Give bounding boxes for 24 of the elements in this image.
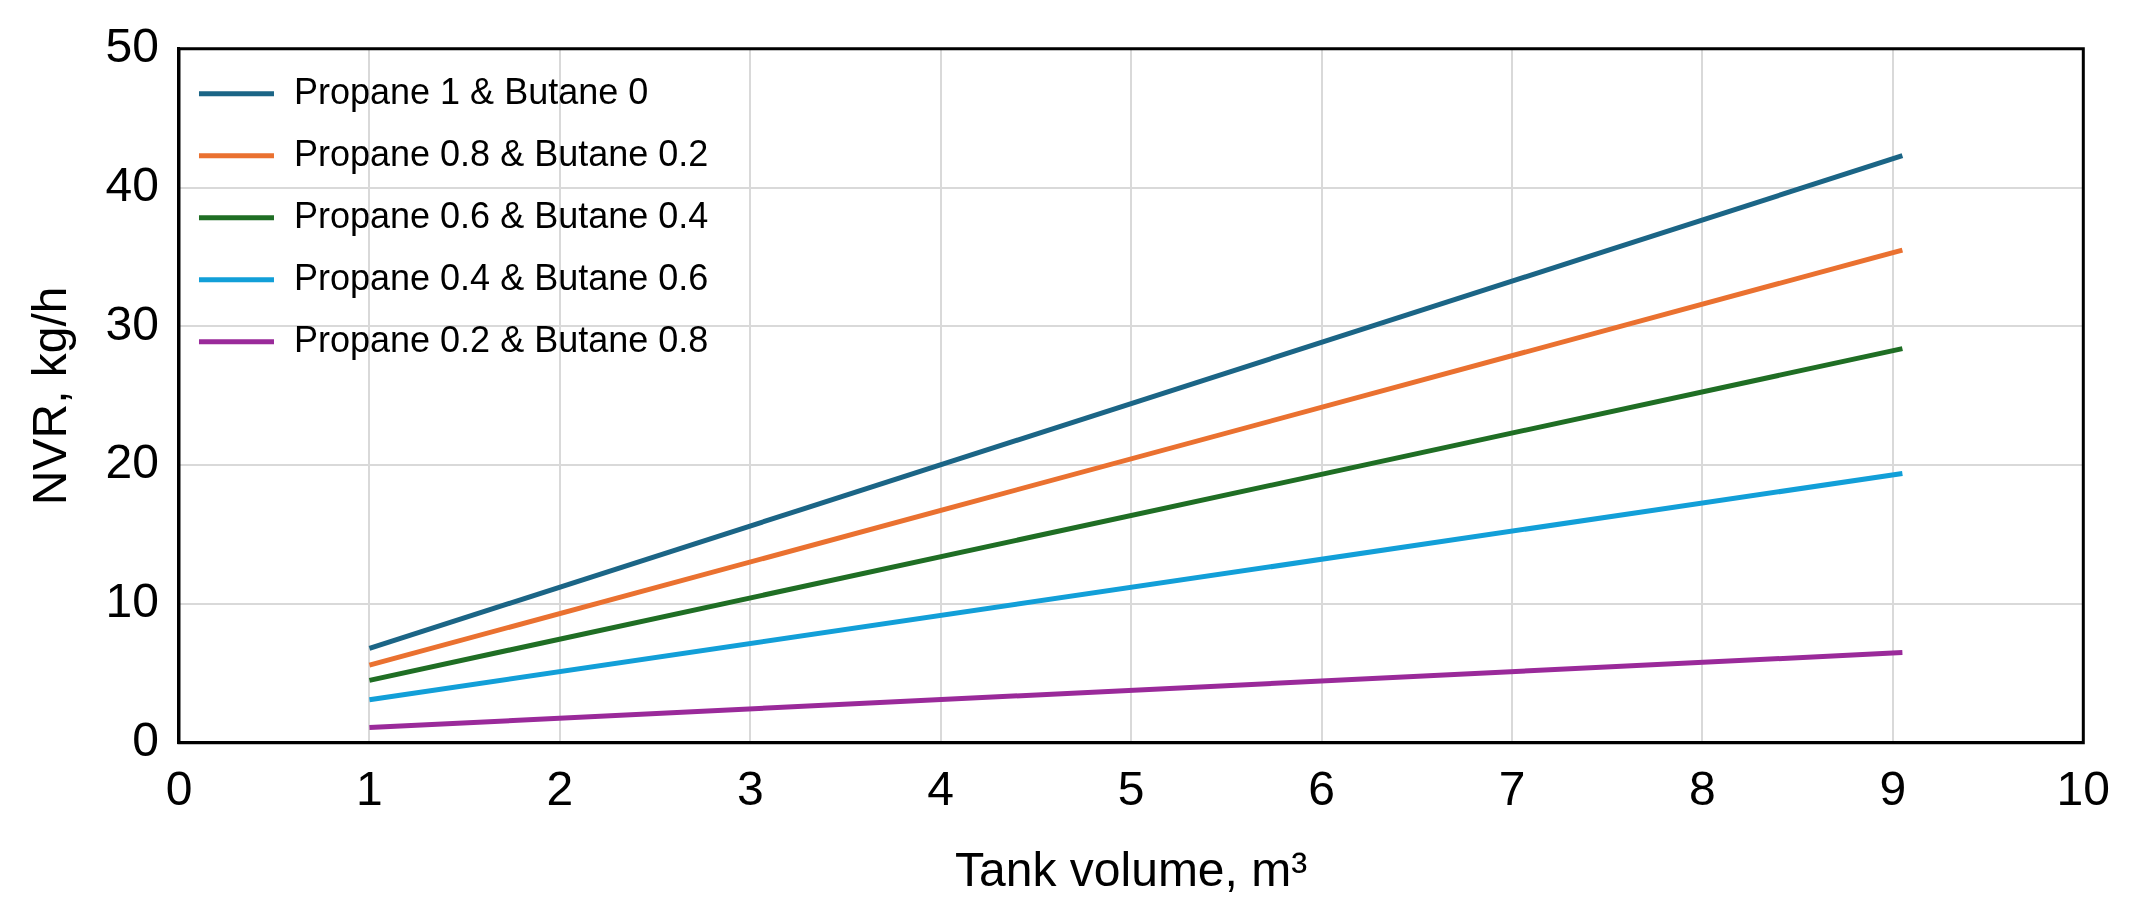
legend-label: Propane 0.2 & Butane 0.8: [293, 318, 709, 360]
x-tick-label: 7: [1498, 761, 1526, 815]
legend-label: Propane 1 & Butane 0: [293, 70, 649, 112]
y-tick-label: 30: [105, 296, 159, 350]
y-tick-label: 20: [105, 435, 159, 489]
x-tick-label: 3: [736, 761, 764, 815]
x-tick-label: 8: [1689, 761, 1716, 815]
y-tick-label: 50: [105, 19, 159, 73]
x-tick-label: 1: [356, 761, 383, 815]
x-tick-label: 6: [1308, 761, 1335, 815]
y-tick-label: 10: [105, 574, 159, 628]
legend-label: Propane 0.6 & Butane 0.4: [293, 194, 709, 236]
x-tick-label: 2: [546, 761, 574, 815]
x-tick-label: 9: [1879, 761, 1907, 815]
y-tick-label: 0: [132, 713, 159, 767]
x-tick-label: 0: [165, 761, 193, 815]
y-tick-label: 40: [105, 157, 159, 211]
y-axis-title: NVR, kg/h: [23, 286, 77, 506]
x-axis-title: Tank volume, m³: [955, 843, 1308, 897]
legend-label: Propane 0.4 & Butane 0.6: [293, 256, 709, 298]
x-tick-label: 4: [927, 761, 955, 815]
legend-label: Propane 0.8 & Butane 0.2: [293, 132, 709, 174]
x-tick-label: 5: [1117, 761, 1145, 815]
x-tick-label: 10: [2056, 761, 2110, 815]
